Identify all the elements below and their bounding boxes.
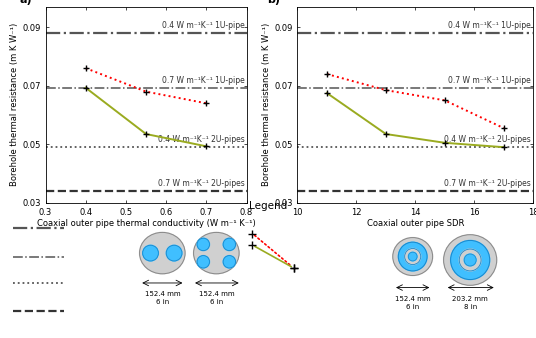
Text: 6 in: 6 in [210,299,223,305]
X-axis label: Coaxial outer pipe SDR: Coaxial outer pipe SDR [367,219,464,228]
Text: b): b) [267,0,280,5]
Ellipse shape [444,235,497,285]
Text: a): a) [19,0,32,5]
Circle shape [223,256,235,268]
Text: 152.4 mm: 152.4 mm [145,291,180,297]
Circle shape [197,238,210,250]
Text: 0.7 W m⁻¹K⁻¹ 1U-pipe: 0.7 W m⁻¹K⁻¹ 1U-pipe [162,76,244,85]
Text: 6 in: 6 in [155,299,169,305]
Circle shape [408,252,417,261]
Circle shape [223,238,235,250]
Ellipse shape [139,233,185,274]
X-axis label: Coaxial outer pipe thermal conductivity (W m⁻¹ K⁻¹): Coaxial outer pipe thermal conductivity … [36,219,256,228]
Text: 203.2 mm: 203.2 mm [452,296,488,301]
Circle shape [143,245,158,261]
Circle shape [405,248,421,265]
Text: 6 in: 6 in [406,304,419,310]
Text: Legend: Legend [249,201,287,211]
Text: 0.7 W m⁻¹K⁻¹ 1U-pipe: 0.7 W m⁻¹K⁻¹ 1U-pipe [448,76,531,85]
Circle shape [197,256,210,268]
Circle shape [451,240,490,280]
Text: 0.4 W m⁻¹K⁻¹ 2U-pipes: 0.4 W m⁻¹K⁻¹ 2U-pipes [158,135,244,144]
Text: 0.7 W m⁻¹K⁻¹ 2U-pipes: 0.7 W m⁻¹K⁻¹ 2U-pipes [158,179,244,188]
Circle shape [398,242,427,271]
Text: 0.4 W m⁻¹K⁻¹ 1U-pipe: 0.4 W m⁻¹K⁻¹ 1U-pipe [448,21,531,30]
Text: 152.4 mm: 152.4 mm [198,291,234,297]
Circle shape [166,245,182,261]
Ellipse shape [193,233,239,274]
Circle shape [459,249,481,271]
Text: 0.4 W m⁻¹K⁻¹ 1U-pipe: 0.4 W m⁻¹K⁻¹ 1U-pipe [162,21,244,30]
Y-axis label: Borehole thermal resistance (m K W⁻¹): Borehole thermal resistance (m K W⁻¹) [262,23,271,186]
Text: 0.7 W m⁻¹K⁻¹ 2U-pipes: 0.7 W m⁻¹K⁻¹ 2U-pipes [444,179,531,188]
Y-axis label: Borehole thermal resistance (m K W⁻¹): Borehole thermal resistance (m K W⁻¹) [10,23,19,186]
Ellipse shape [393,238,433,275]
Text: 0.4 W m⁻¹K⁻¹ 2U-pipes: 0.4 W m⁻¹K⁻¹ 2U-pipes [444,135,531,144]
Text: 8 in: 8 in [464,304,477,310]
Text: 152.4 mm: 152.4 mm [395,296,430,301]
Circle shape [464,254,476,266]
